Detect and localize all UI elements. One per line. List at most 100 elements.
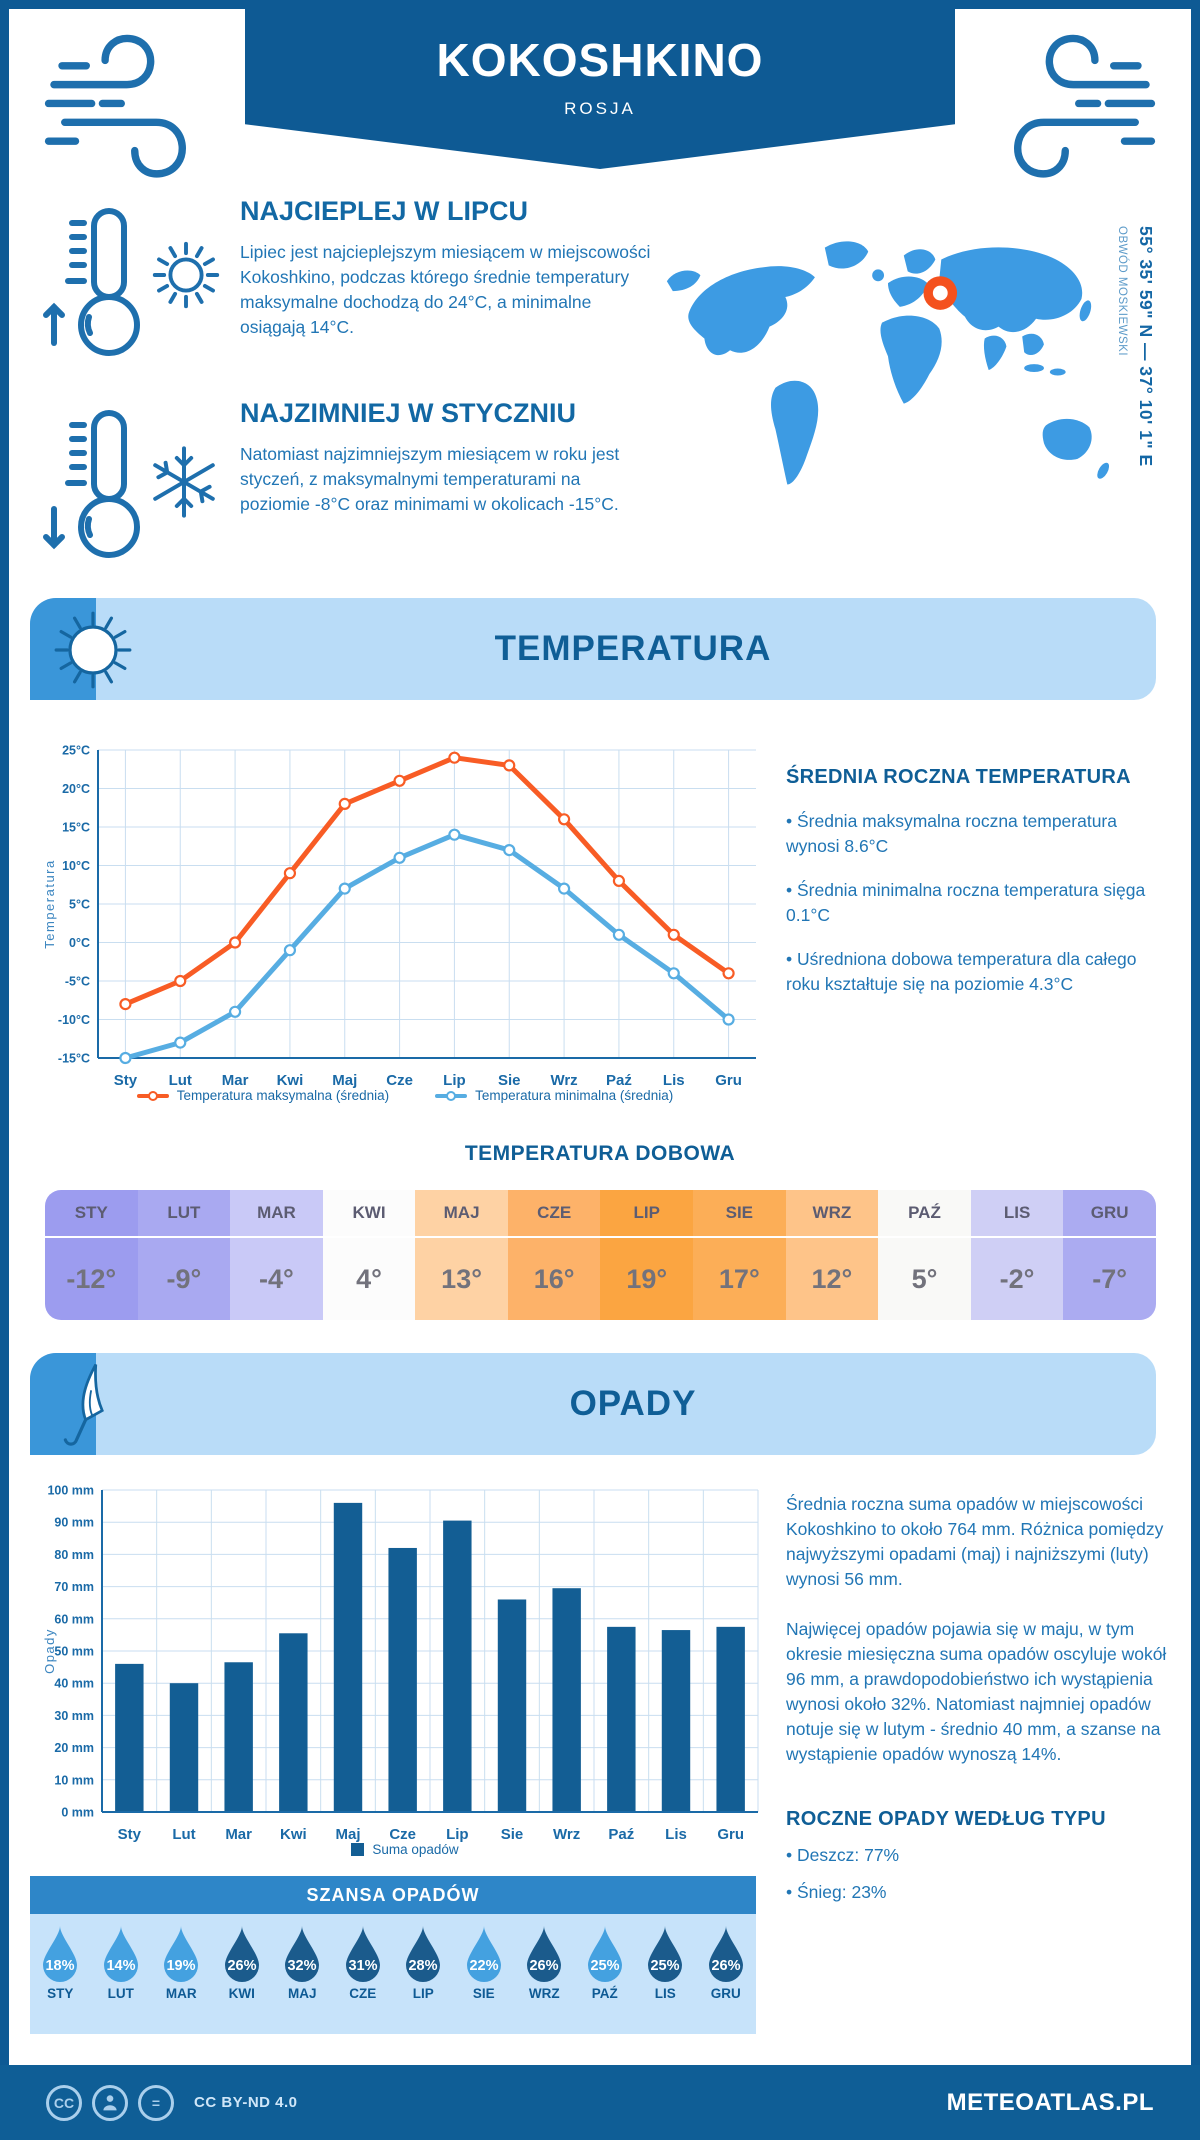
svg-text:25°C: 25°C xyxy=(62,744,90,758)
precip-chance-drop: 32% MAJ xyxy=(272,1924,333,2034)
raindrop-icon: 26% xyxy=(224,1926,259,1982)
location-coordinates: 55° 35' 59" N — 37° 10' 1" E xyxy=(1136,226,1156,467)
raindrop-icon: 26% xyxy=(527,1926,562,1982)
daily-temp-value: 17° xyxy=(718,1263,760,1294)
svg-text:25%: 25% xyxy=(651,1958,680,1974)
svg-text:Sty: Sty xyxy=(114,1072,138,1089)
svg-text:90 mm: 90 mm xyxy=(54,1516,94,1530)
wind-icon xyxy=(44,34,186,178)
precip-chance-month: WRZ xyxy=(528,1986,560,2001)
raindrop-icon: 26% xyxy=(708,1926,743,1982)
page-title: KOKOSHKINO xyxy=(436,34,764,86)
daily-temperature-title: TEMPERATURA DOBOWA xyxy=(464,1142,736,1165)
svg-text:Lut: Lut xyxy=(172,1826,195,1843)
daily-temp-cell: MAR -4° xyxy=(230,1190,323,1320)
precip-chance-drop: 26% WRZ xyxy=(514,1924,575,2034)
cold-fact-icon xyxy=(42,400,232,580)
daily-temp-month: CZE xyxy=(507,1190,601,1238)
umbrella-icon xyxy=(63,1363,104,1446)
precip-chance-drop: 14% LUT xyxy=(91,1924,152,2034)
precip-type-bullet: • Śnieg: 23% xyxy=(786,1881,887,1902)
svg-text:10°C: 10°C xyxy=(62,859,90,873)
svg-text:Mar: Mar xyxy=(222,1072,249,1089)
precip-chance-drop: 26% GRU xyxy=(696,1924,757,2034)
svg-text:20 mm: 20 mm xyxy=(54,1741,94,1755)
legend-item: Temperatura maksymalna (średnia) xyxy=(136,1088,390,1103)
svg-text:Wrz: Wrz xyxy=(550,1072,577,1089)
warm-fact-icon xyxy=(42,198,232,378)
precip-chance-month: GRU xyxy=(710,1986,741,2001)
svg-text:-10°C: -10°C xyxy=(58,1013,90,1027)
brand-logo: METEOATLAS.PL xyxy=(946,2088,1154,2116)
raindrop-icon: 18% xyxy=(43,1926,78,1982)
svg-text:60 mm: 60 mm xyxy=(54,1612,94,1626)
svg-text:25%: 25% xyxy=(590,1958,619,1974)
svg-text:Maj: Maj xyxy=(335,1826,360,1843)
warm-fact-text: Lipiec jest najcieplejszym miesiącem w m… xyxy=(240,242,651,337)
daily-temp-month: PAŹ xyxy=(878,1190,971,1238)
precipitation-chance-panel: SZANSA OPADÓW 18% STY 14% LUT 19% MAR 26% KWI 32… xyxy=(30,1876,756,2034)
precip-chance-month: MAJ xyxy=(287,1986,317,2001)
svg-text:Lis: Lis xyxy=(663,1072,685,1089)
precip-chance-drop: 28% LIP xyxy=(393,1924,454,2034)
raindrop-icon: 28% xyxy=(406,1926,441,1982)
svg-text:Mar: Mar xyxy=(225,1826,252,1843)
precipitation-chance-title: SZANSA OPADÓW xyxy=(30,1876,756,1914)
bar-chart-legend: Suma opadów xyxy=(40,1842,770,1857)
temperature-line-chart: -15°C -10°C -5°C 0°C 5°C 10°C 15°C 20°C 25°C Sty L… xyxy=(40,736,770,1109)
svg-text:70 mm: 70 mm xyxy=(54,1580,94,1594)
precip-chance-drop: 25% PAŹ xyxy=(575,1924,636,2034)
location-coordinates-block: OBWÓD MOSKIEWSKI 55° 35' 59" N — 37° 10'… xyxy=(1116,226,1156,467)
temperature-section-title: TEMPERATURA xyxy=(494,629,772,668)
footer: CC = CC BY-ND 4.0 METEOATLAS.PL xyxy=(0,2065,1200,2140)
page-border-right xyxy=(1191,0,1200,2140)
precipitation-paragraph: Najwięcej opadów pojawia się w maju, w t… xyxy=(786,1619,1167,1764)
precip-chance-month: LUT xyxy=(107,1986,134,2001)
svg-text:19%: 19% xyxy=(167,1958,196,1974)
precipitation-paragraph: Średnia roczna suma opadów w miejscowośc… xyxy=(786,1494,1164,1589)
svg-text:0°C: 0°C xyxy=(69,936,90,950)
raindrop-icon: 19% xyxy=(164,1926,199,1982)
precip-chance-drop: 25% LIS xyxy=(635,1924,696,2034)
daily-temp-value: -9° xyxy=(166,1263,202,1294)
svg-text:Paź: Paź xyxy=(608,1826,634,1843)
svg-text:26%: 26% xyxy=(711,1958,740,1974)
svg-text:80 mm: 80 mm xyxy=(54,1548,94,1562)
svg-text:Cze: Cze xyxy=(386,1072,413,1089)
precipitation-text-panel: Średnia roczna suma opadów w miejscowośc… xyxy=(786,1492,1168,1904)
svg-text:30 mm: 30 mm xyxy=(54,1709,94,1723)
svg-text:50 mm: 50 mm xyxy=(54,1645,94,1659)
warm-fact-title: NAJCIEPLEJ W LIPCU xyxy=(240,196,529,226)
raindrop-icon: 14% xyxy=(103,1926,138,1982)
daily-temp-month: LIS xyxy=(970,1190,1064,1238)
daily-temp-value: -2° xyxy=(999,1263,1035,1294)
svg-text:15°C: 15°C xyxy=(62,821,90,835)
page-subtitle: ROSJA xyxy=(564,99,636,118)
svg-text:0 mm: 0 mm xyxy=(61,1806,94,1820)
svg-text:32%: 32% xyxy=(288,1958,317,1974)
title-banner: KOKOSHKINO ROSJA xyxy=(245,9,955,169)
precip-chance-month: MAR xyxy=(165,1986,197,2001)
precip-chance-month: STY xyxy=(47,1986,74,2001)
location-marker-icon xyxy=(923,276,958,310)
svg-text:Sie: Sie xyxy=(501,1826,524,1843)
daily-temp-cell: LIS -2° xyxy=(970,1190,1064,1320)
sun-icon xyxy=(152,241,220,309)
license-block: CC = CC BY-ND 4.0 xyxy=(46,2084,298,2121)
svg-text:Paź: Paź xyxy=(606,1072,632,1089)
precipitation-section-title: OPADY xyxy=(569,1384,697,1423)
precipitation-by-type-title: ROCZNE OPADY WEDŁUG TYPU xyxy=(786,1808,1106,1831)
annual-temperature-title: ŚREDNIA ROCZNA TEMPERATURA xyxy=(786,766,1131,788)
svg-text:31%: 31% xyxy=(348,1958,377,1974)
svg-text:Opady: Opady xyxy=(42,1628,57,1674)
daily-temp-month: LIP xyxy=(600,1190,694,1238)
svg-text:Kwi: Kwi xyxy=(277,1072,304,1089)
svg-text:10 mm: 10 mm xyxy=(54,1773,94,1787)
legend-label: Temperatura maksymalna (średnia) xyxy=(176,1088,390,1103)
legend-label: Suma opadów xyxy=(372,1842,459,1857)
attribution-person-icon xyxy=(92,2084,128,2121)
cold-fact-title: NAJZIMNIEJ W STYCZNIU xyxy=(240,398,577,428)
daily-temp-value: 19° xyxy=(626,1263,668,1294)
daily-temp-month: WRZ xyxy=(785,1190,879,1238)
svg-text:Lut: Lut xyxy=(169,1072,192,1089)
